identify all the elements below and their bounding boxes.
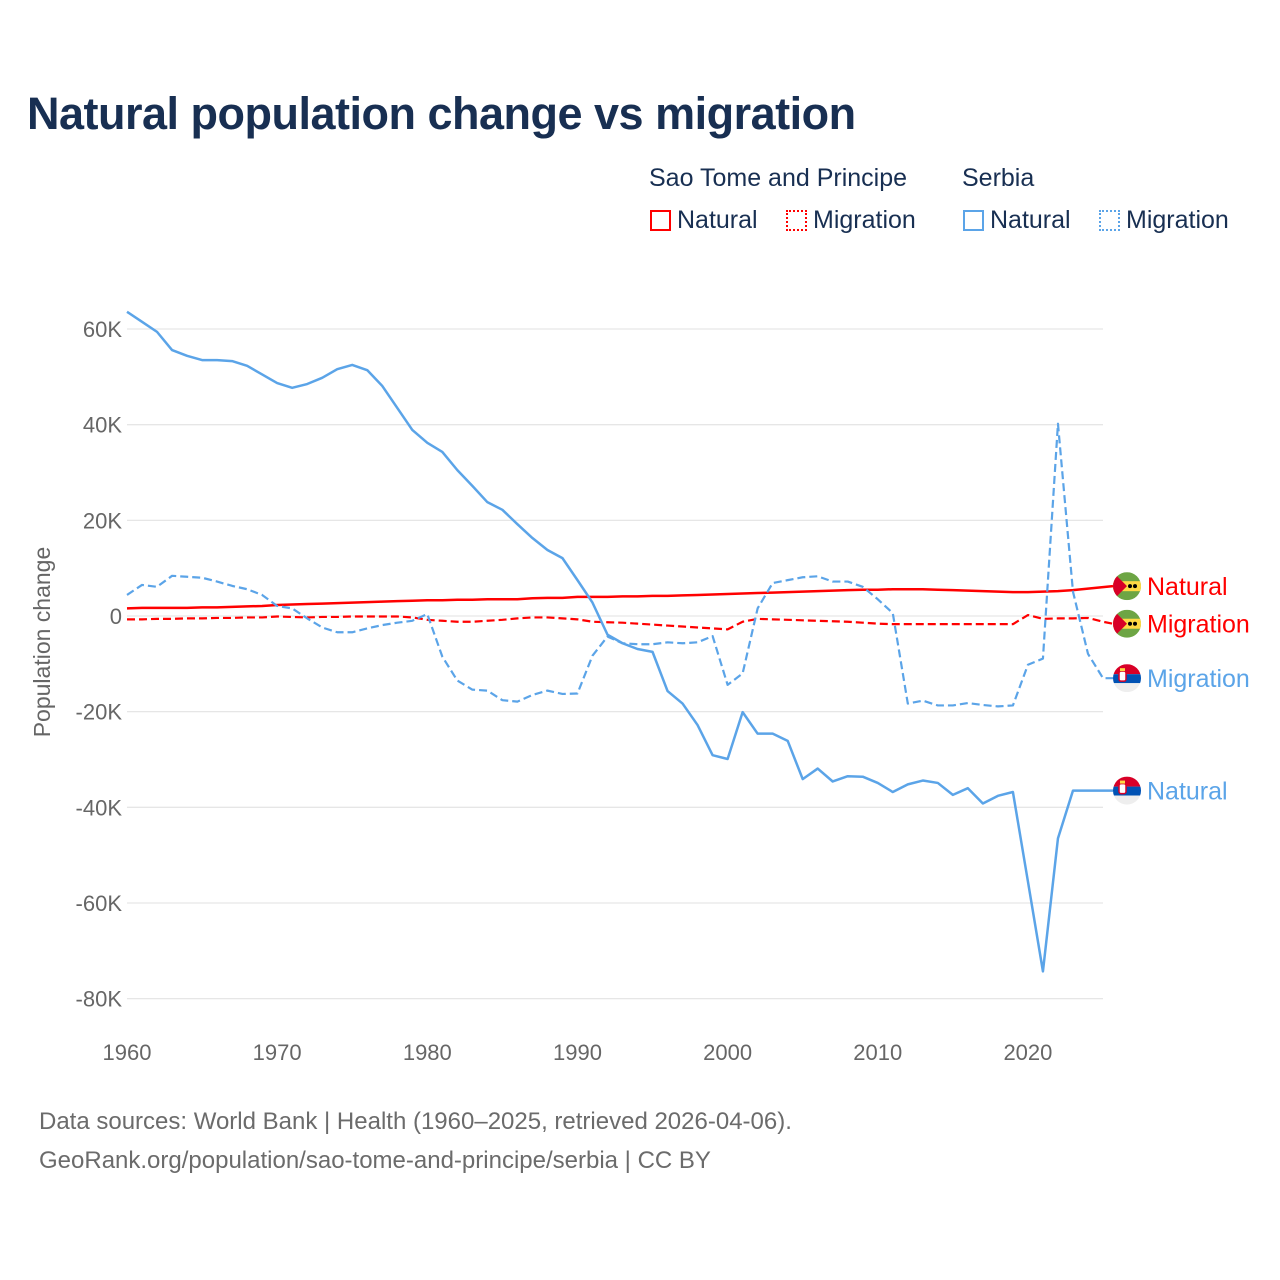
serbia-flag-icon <box>1113 664 1141 692</box>
legend-item-serbia-natural[interactable]: Natural <box>963 206 1071 235</box>
x-tick-label: 2020 <box>1003 1040 1052 1065</box>
legend-swatch-solid <box>650 210 671 231</box>
series-line-serbia-migration[interactable] <box>126 422 1113 708</box>
series-end-label: Natural <box>1147 573 1228 601</box>
legend-swatch-solid <box>963 210 984 231</box>
legend-group-serbia: Serbia <box>962 164 1035 192</box>
legend-label: Migration <box>813 206 916 234</box>
y-tick-label: 0 <box>110 604 122 629</box>
legend-label: Migration <box>1126 206 1229 234</box>
chart-title: Natural population change vs migration <box>27 88 856 139</box>
legend-group-sao-tome: Sao Tome and Principe <box>649 164 908 192</box>
x-tick-label: 2010 <box>853 1040 902 1065</box>
legend-item-serbia-migration[interactable]: Migration <box>1099 206 1229 235</box>
serbia-flag-icon <box>1113 777 1141 805</box>
y-tick-label: 60K <box>83 317 122 342</box>
sao-tome-flag-icon <box>1113 572 1141 600</box>
source-line-2[interactable]: GeoRank.org/population/sao-tome-and-prin… <box>39 1147 711 1174</box>
y-tick-label: -80K <box>76 987 123 1012</box>
legend-item-stp-natural[interactable]: Natural <box>650 206 758 235</box>
legend-swatch-dotted <box>1099 210 1120 231</box>
series-line-serbia-natural[interactable] <box>126 310 1113 973</box>
series-line-sao-tome-and-principe-natural[interactable] <box>126 584 1114 610</box>
source-line-1: Data sources: World Bank | Health (1960–… <box>39 1108 792 1135</box>
y-tick-label: 20K <box>83 508 122 533</box>
series-end-label: Migration <box>1147 665 1250 693</box>
series-end-label: Migration <box>1147 611 1250 639</box>
y-tick-label: 40K <box>83 413 122 438</box>
legend-label: Natural <box>990 206 1071 234</box>
x-tick-label: 2000 <box>703 1040 752 1065</box>
y-tick-label: -40K <box>76 795 123 820</box>
series-end-label: Natural <box>1147 778 1228 806</box>
y-tick-label: -60K <box>76 891 123 916</box>
sao-tome-flag-icon <box>1113 610 1141 638</box>
x-tick-label: 1980 <box>403 1040 452 1065</box>
y-axis-label: Population change <box>29 547 55 738</box>
legend-item-stp-migration[interactable]: Migration <box>786 206 916 235</box>
x-tick-label: 1990 <box>553 1040 602 1065</box>
x-tick-label: 1960 <box>103 1040 152 1065</box>
y-tick-label: -20K <box>76 700 123 725</box>
legend-label: Natural <box>677 206 758 234</box>
legend-swatch-dotted <box>786 210 807 231</box>
series-line-sao-tome-and-principe-migration[interactable] <box>127 613 1114 631</box>
x-tick-label: 1970 <box>253 1040 302 1065</box>
